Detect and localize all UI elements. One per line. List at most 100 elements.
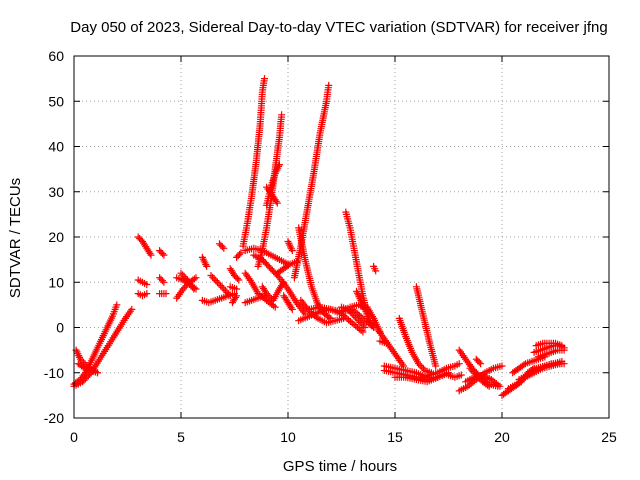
data-point bbox=[348, 310, 356, 318]
data-point bbox=[203, 262, 211, 270]
data-point bbox=[94, 369, 101, 377]
series-s6 bbox=[134, 276, 151, 288]
series-s13 bbox=[177, 269, 198, 293]
series-s65 bbox=[532, 339, 566, 350]
data-point bbox=[372, 267, 380, 275]
grid-layer bbox=[74, 56, 609, 418]
series-s66 bbox=[534, 346, 568, 361]
data-point bbox=[278, 111, 286, 119]
series-s4 bbox=[74, 360, 101, 377]
data-point bbox=[215, 280, 223, 288]
data-point bbox=[285, 261, 292, 269]
data-point bbox=[358, 320, 366, 328]
data-point bbox=[432, 362, 440, 370]
data-point bbox=[279, 280, 287, 288]
series-s8 bbox=[156, 247, 168, 259]
data-point bbox=[485, 382, 493, 390]
y-tick-label: -20 bbox=[44, 410, 64, 426]
series-s52 bbox=[417, 360, 463, 381]
data-point bbox=[350, 312, 358, 320]
data-point bbox=[280, 278, 288, 286]
y-tick-label: 40 bbox=[48, 139, 64, 155]
series-s23 bbox=[241, 292, 268, 307]
series-s64 bbox=[528, 360, 568, 374]
data-point bbox=[275, 161, 283, 169]
data-point bbox=[218, 243, 226, 251]
series-s46 bbox=[376, 337, 390, 347]
y-axis-title: SDTVAR / TECUs bbox=[7, 178, 24, 298]
series-s28 bbox=[258, 278, 288, 304]
data-point bbox=[225, 290, 233, 298]
series-s43 bbox=[357, 301, 384, 336]
data-point bbox=[351, 313, 359, 321]
data-point bbox=[472, 371, 480, 379]
data-point bbox=[218, 283, 226, 291]
data-point bbox=[113, 301, 121, 309]
data-point bbox=[415, 360, 422, 368]
data-point bbox=[477, 360, 485, 368]
y-tick-label: 10 bbox=[48, 274, 64, 290]
data-point bbox=[418, 363, 426, 371]
data-point bbox=[79, 363, 87, 371]
data-point bbox=[271, 303, 279, 311]
series-s21 bbox=[233, 249, 245, 261]
data-point bbox=[325, 81, 333, 89]
data-point bbox=[466, 364, 474, 372]
data-point bbox=[471, 369, 479, 377]
data-point bbox=[498, 362, 506, 370]
y-tick-label: 50 bbox=[48, 93, 64, 109]
data-point bbox=[484, 381, 492, 389]
x-tick-label: 15 bbox=[387, 429, 403, 445]
series-s26 bbox=[250, 251, 309, 318]
series-s32 bbox=[284, 238, 296, 255]
data-point bbox=[209, 273, 217, 281]
series-s34 bbox=[290, 81, 333, 282]
data-point bbox=[263, 290, 271, 298]
x-tick-label: 25 bbox=[601, 429, 617, 445]
data-point bbox=[520, 361, 528, 369]
x-tick-label: 20 bbox=[494, 429, 510, 445]
series-s38 bbox=[280, 292, 296, 313]
y-tick-label: 20 bbox=[48, 229, 64, 245]
x-tick-label: 10 bbox=[280, 429, 296, 445]
series-s15 bbox=[198, 253, 211, 270]
series-s2 bbox=[70, 305, 136, 390]
data-point bbox=[162, 290, 170, 298]
y-tick-label: -10 bbox=[44, 365, 64, 381]
data-point bbox=[288, 247, 296, 255]
data-point bbox=[237, 249, 245, 257]
data-point bbox=[190, 275, 198, 283]
data-points-layer bbox=[70, 75, 568, 399]
data-point bbox=[180, 273, 188, 281]
data-point bbox=[177, 269, 185, 277]
series-s41 bbox=[342, 208, 375, 329]
series-s51 bbox=[412, 283, 440, 370]
data-point bbox=[560, 360, 568, 368]
data-point bbox=[235, 276, 243, 284]
data-point bbox=[560, 346, 568, 354]
data-point bbox=[233, 292, 241, 300]
series-s10 bbox=[156, 290, 170, 298]
data-point bbox=[353, 315, 361, 323]
data-point bbox=[159, 277, 166, 285]
data-point bbox=[261, 75, 268, 83]
series-s17 bbox=[216, 240, 228, 252]
data-point bbox=[474, 373, 482, 381]
x-tick-label: 5 bbox=[177, 429, 185, 445]
data-point bbox=[179, 271, 187, 279]
data-point bbox=[192, 274, 200, 282]
data-point bbox=[147, 251, 155, 259]
data-point bbox=[236, 250, 243, 258]
data-point bbox=[160, 251, 168, 259]
series-s5 bbox=[134, 233, 155, 259]
axes-layer: 0 5 10 15 20 25 -20 -10 0 10 20 30 40 50 60 bbox=[44, 48, 617, 445]
data-point bbox=[223, 288, 231, 296]
y-tick-label: 0 bbox=[56, 320, 64, 336]
series-s58 bbox=[472, 355, 485, 368]
y-tick-label: 30 bbox=[48, 184, 64, 200]
series-s19 bbox=[226, 283, 241, 293]
data-point bbox=[475, 358, 483, 366]
data-point bbox=[496, 382, 504, 390]
